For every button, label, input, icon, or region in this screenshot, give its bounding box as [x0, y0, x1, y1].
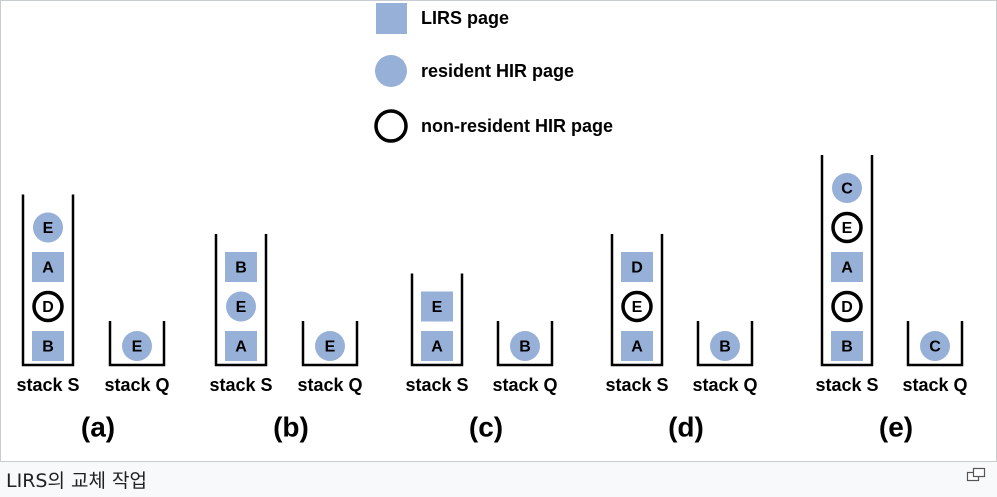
page-letter-B: B: [519, 339, 531, 356]
resident-hir-page-E: [315, 331, 345, 361]
resident-hir-page-E: [226, 291, 256, 322]
resident-hir-page-C: [920, 331, 950, 361]
legend-label: LIRS page: [421, 8, 509, 28]
lirs-page-E: [421, 291, 453, 322]
page-letter-A: A: [42, 260, 54, 277]
stack-s-label: stack S: [16, 375, 79, 395]
enlarge-icon: [966, 467, 986, 482]
resident-hir-page-B: [510, 331, 540, 361]
stack-q-label: stack Q: [297, 375, 362, 395]
page-letter-E: E: [632, 299, 643, 316]
stack-q-walls: [496, 321, 554, 367]
page-letter-B: B: [841, 339, 853, 356]
page-letter-E: E: [325, 339, 336, 356]
stack-s-walls: [820, 155, 874, 367]
legend-label: resident HIR page: [421, 61, 574, 81]
lirs-page-A: [831, 252, 863, 282]
page-letter-E: E: [842, 220, 853, 237]
page-letter-B: B: [235, 260, 247, 277]
stack-s-label: stack S: [605, 375, 668, 395]
stack-q-label: stack Q: [104, 375, 169, 395]
stack-s-label: stack S: [405, 375, 468, 395]
panel-label: (a): [81, 412, 115, 443]
panel-label: (d): [668, 412, 704, 443]
lirs-diagram: LIRS page resident HIR page non-resident H…: [16, 3, 968, 443]
lirs-page-B: [831, 331, 863, 361]
resident-hir-page-E: [122, 331, 152, 361]
stack-q-walls: [906, 321, 964, 367]
stack-q-walls: [108, 321, 166, 367]
lirs-page-B: [225, 252, 257, 282]
nonresident-hir-page-D: [32, 290, 64, 323]
nonresident-hir-page-D: [831, 290, 863, 323]
lirs-page-D: [621, 252, 653, 282]
lirs-page-B: [32, 331, 64, 361]
legend-nonresident-ring: [374, 109, 408, 143]
page-letter-D: D: [42, 299, 54, 316]
legend-lirs-square: [376, 3, 407, 34]
page-letter-C: C: [929, 339, 941, 356]
panel-label: (e): [879, 412, 913, 443]
page-letter-A: A: [431, 339, 443, 356]
legend-resident-circle: [375, 55, 407, 87]
nonresident-hir-page-E: [831, 211, 863, 244]
figure-caption: LIRS의 교체 작업: [6, 470, 147, 492]
stack-s-walls: [410, 273, 464, 367]
page-letter-A: A: [841, 260, 853, 277]
legend-label: non-resident HIR page: [421, 116, 613, 136]
page-letter-A: A: [235, 339, 247, 356]
lirs-page-A: [225, 331, 257, 361]
lirs-page-A: [421, 331, 453, 361]
page-letter-E: E: [432, 299, 443, 316]
page-letter-E: E: [132, 339, 143, 356]
panel-label: (b): [273, 412, 309, 443]
page-letter-A: A: [631, 339, 643, 356]
resident-hir-page-B: [710, 331, 740, 361]
stack-q-label: stack Q: [692, 375, 757, 395]
lirs-page-A: [32, 252, 64, 282]
page-letter-D: D: [631, 260, 643, 277]
stack-q-walls: [301, 321, 359, 367]
page-letter-D: D: [841, 299, 853, 316]
page-letter-E: E: [43, 220, 54, 237]
stack-s-walls: [214, 234, 268, 367]
resident-hir-page-C: [832, 173, 862, 203]
resident-hir-page-E: [33, 212, 63, 243]
stack-s-label: stack S: [209, 375, 272, 395]
lirs-page-A: [621, 331, 653, 361]
page-letter-C: C: [841, 181, 853, 198]
stack-q-walls: [696, 321, 754, 367]
stack-q-label: stack Q: [902, 375, 967, 395]
figure-frame: [0, 0, 997, 462]
enlarge-button[interactable]: [966, 466, 986, 484]
stack-q-label: stack Q: [492, 375, 557, 395]
page-letter-B: B: [719, 339, 731, 356]
nonresident-hir-page-E: [621, 290, 653, 323]
stack-s-walls: [610, 234, 664, 367]
stack-s-label: stack S: [815, 375, 878, 395]
page-letter-B: B: [42, 339, 54, 356]
stack-s-walls: [21, 194, 75, 367]
page-letter-E: E: [236, 299, 247, 316]
panel-label: (c): [469, 412, 503, 443]
